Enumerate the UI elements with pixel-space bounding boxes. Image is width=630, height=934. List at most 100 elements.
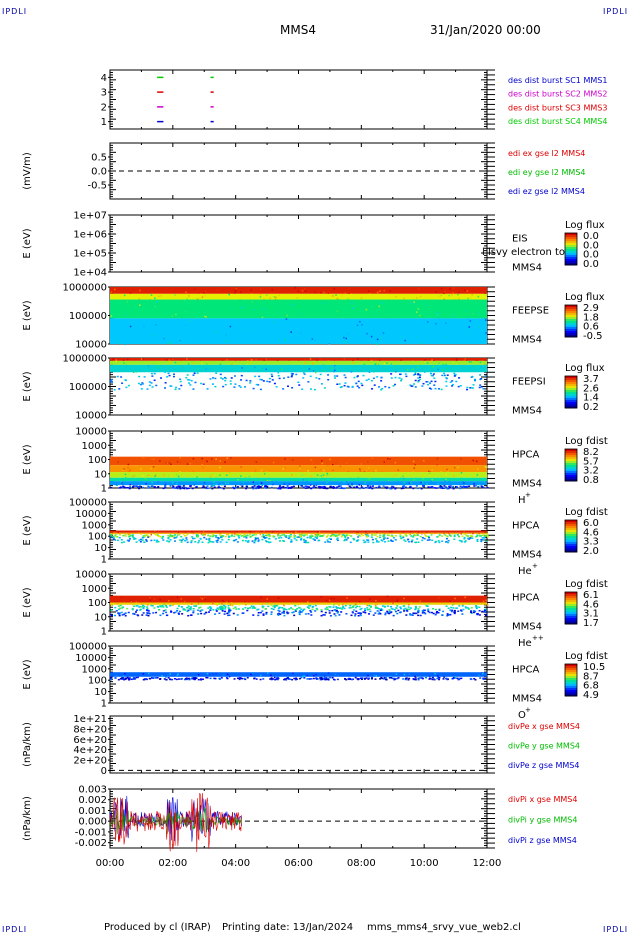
spectrogram-pixel bbox=[421, 539, 424, 542]
spectrogram-pixel bbox=[390, 363, 393, 365]
spectrogram-pixel bbox=[442, 487, 445, 489]
spectrogram-pixel bbox=[478, 609, 481, 612]
spectrogram-pixel bbox=[162, 610, 165, 612]
spectrogram-pixel bbox=[466, 388, 469, 391]
spectrogram-pixel bbox=[429, 382, 432, 384]
spectrogram-pixel bbox=[262, 380, 265, 382]
spectrogram-pixel bbox=[245, 379, 248, 382]
spectrogram-pixel bbox=[120, 539, 123, 541]
spectrogram-pixel bbox=[223, 674, 225, 677]
spectrogram-pixel bbox=[236, 677, 239, 680]
spectrogram-pixel bbox=[120, 376, 123, 378]
colorbar-tick-label: 3.7 bbox=[583, 374, 599, 385]
spectrogram-pixel bbox=[432, 373, 435, 375]
spectrogram-pixel bbox=[142, 606, 145, 609]
spectrogram-pixel bbox=[379, 678, 382, 680]
spectrogram-pixel bbox=[445, 605, 448, 607]
spectrogram-pixel bbox=[277, 609, 280, 612]
spectrogram-pixel bbox=[376, 343, 378, 346]
spectrogram-pixel bbox=[124, 487, 127, 489]
spectrogram-pixel bbox=[264, 531, 267, 534]
spectrogram-pixel bbox=[172, 604, 174, 606]
spectrogram-pixel bbox=[412, 460, 415, 463]
spectrogram-pixel bbox=[290, 331, 292, 333]
spectrogram-pixel bbox=[155, 534, 158, 536]
spectrogram-pixel bbox=[451, 380, 454, 382]
spectrogram-pixel bbox=[375, 314, 377, 316]
spectrogram-pixel bbox=[407, 538, 410, 541]
spectrogram-pixel bbox=[233, 487, 236, 490]
spectrogram-pixel bbox=[331, 463, 334, 466]
spectrogram-pixel bbox=[433, 678, 436, 680]
spectrogram-pixel bbox=[283, 483, 286, 485]
spectrogram-pixel bbox=[265, 611, 268, 614]
colorbar-swatch bbox=[565, 526, 577, 529]
overlay-text: l lsvy electron to bbox=[482, 247, 565, 258]
spectrogram-pixel bbox=[275, 386, 278, 388]
spectrogram-pixel bbox=[182, 608, 185, 610]
colorbar-swatch bbox=[565, 233, 577, 236]
spectrogram-pixel bbox=[148, 603, 151, 606]
spectrogram-pixel bbox=[177, 475, 180, 478]
spectrogram-pixel bbox=[277, 614, 280, 617]
spectrogram-pixel bbox=[292, 672, 294, 675]
spectrogram-pixel bbox=[151, 386, 154, 388]
spectrogram-pixel bbox=[413, 612, 416, 615]
spectrogram-pixel bbox=[117, 531, 120, 534]
spectrogram-pixel bbox=[137, 382, 140, 385]
x-tick-label: 02:00 bbox=[158, 858, 187, 869]
spectrogram-pixel bbox=[334, 364, 336, 367]
spectrogram-pixel bbox=[289, 487, 292, 489]
spectrogram-pixel bbox=[316, 678, 319, 680]
spectrogram-pixel bbox=[391, 677, 394, 680]
spectrogram-pixel bbox=[358, 600, 361, 603]
spectrogram-pixel bbox=[224, 535, 227, 538]
spectrogram-pixel bbox=[366, 533, 369, 535]
spectrogram-band bbox=[110, 672, 487, 677]
spectrogram-pixel bbox=[465, 486, 468, 488]
spectrogram-pixel bbox=[295, 531, 297, 533]
spectrogram-pixel bbox=[307, 470, 309, 472]
spectrogram-pixel bbox=[175, 479, 177, 481]
spectrogram-pixel bbox=[362, 611, 365, 613]
spectrogram-pixel bbox=[266, 602, 268, 605]
species-charge-label: + bbox=[525, 491, 531, 499]
spectrogram-pixel bbox=[302, 609, 305, 612]
spectrogram-pixel bbox=[379, 337, 382, 340]
spectrogram-pixel bbox=[336, 678, 339, 681]
colorbar-swatch bbox=[565, 546, 577, 549]
spectrogram-pixel bbox=[342, 605, 345, 608]
spectrogram-pixel bbox=[343, 534, 346, 536]
spectrogram-pixel bbox=[183, 678, 186, 681]
spectrogram-pixel bbox=[274, 678, 277, 681]
spectrogram-pixel bbox=[478, 674, 480, 676]
spectrogram-pixel bbox=[313, 361, 315, 363]
spectrogram-pixel bbox=[304, 487, 307, 489]
spectrogram-pixel bbox=[328, 606, 331, 608]
spectrogram-pixel bbox=[180, 677, 183, 680]
spectrogram-pixel bbox=[200, 679, 203, 681]
spectrogram-pixel bbox=[134, 538, 137, 540]
spectrogram-pixel bbox=[167, 372, 170, 375]
spectrogram-pixel bbox=[121, 614, 124, 616]
spectrogram-pixel bbox=[239, 291, 242, 294]
spectrogram-pixel bbox=[242, 534, 245, 537]
spectrogram-pixel bbox=[357, 476, 360, 479]
spectrogram-pixel bbox=[219, 460, 222, 462]
spectrogram-pixel bbox=[117, 461, 119, 463]
spectrogram-pixel bbox=[220, 377, 223, 379]
spectrogram-pixel bbox=[156, 295, 158, 297]
spectrogram-pixel bbox=[360, 368, 362, 370]
spectrogram-pixel bbox=[268, 541, 271, 544]
spectrogram-pixel bbox=[271, 530, 274, 533]
spectrogram-pixel bbox=[189, 462, 192, 465]
spectrogram-pixel bbox=[268, 381, 271, 383]
spectrogram-pixel bbox=[298, 606, 301, 609]
spectrogram-pixel bbox=[370, 534, 373, 536]
spectrogram-pixel bbox=[465, 534, 468, 537]
spectrogram-pixel bbox=[434, 387, 437, 390]
spectrogram-pixel bbox=[380, 376, 383, 379]
species-charge-label: + bbox=[525, 706, 531, 714]
